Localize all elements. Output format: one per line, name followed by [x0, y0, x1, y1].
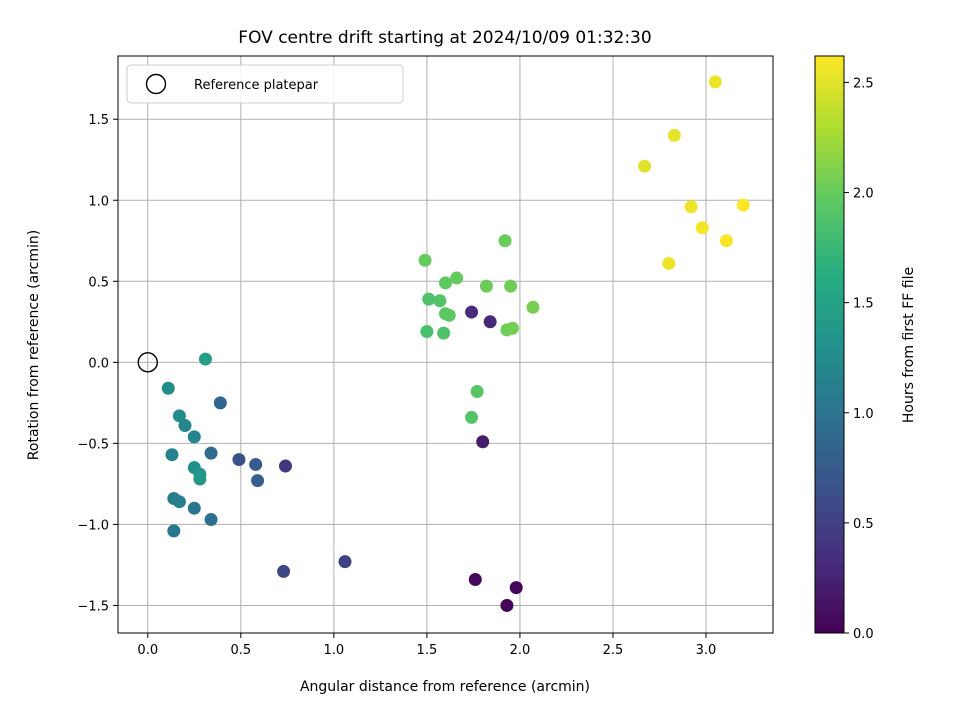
x-tick-label: 0.0: [137, 643, 158, 658]
scatter-point: [249, 457, 263, 471]
scatter-point: [509, 581, 523, 595]
scatter-point: [178, 419, 192, 433]
colorbar-tick-label: 1.5: [853, 297, 874, 312]
scatter-point: [684, 200, 698, 214]
x-tick-label: 2.0: [510, 643, 531, 658]
y-tick-label: −1.0: [77, 518, 109, 533]
y-tick-label: 0.0: [88, 356, 109, 371]
scatter-point: [198, 352, 212, 366]
scatter-point: [708, 75, 722, 89]
y-axis-ticks: −1.5 −1.0 −0.5 0.0 0.5 1.0 1.5: [77, 113, 118, 614]
scatter-point: [465, 305, 479, 319]
x-tick-label: 3.0: [696, 643, 717, 658]
grid-lines: [118, 56, 773, 633]
scatter-point: [468, 573, 482, 587]
chart-title: FOV centre drift starting at 2024/10/09 …: [238, 28, 651, 48]
scatter-point: [662, 256, 676, 270]
scatter-point: [251, 474, 265, 488]
scatter-point: [204, 446, 218, 460]
scatter-point: [498, 234, 512, 248]
x-tick-label: 1.0: [324, 643, 345, 658]
scatter-point: [433, 294, 447, 308]
scatter-point: [479, 279, 493, 293]
scatter-point: [161, 381, 175, 395]
data-points: [161, 75, 750, 612]
scatter-point: [736, 198, 750, 212]
scatter-point: [504, 279, 518, 293]
colorbar-tick-label: 0.0: [853, 627, 874, 642]
legend-reference-marker: [145, 73, 167, 95]
scatter-point: [695, 221, 709, 235]
x-tick-label: 1.5: [417, 643, 438, 658]
colorbar-tick-label: 2.0: [853, 187, 874, 202]
x-tick-label: 0.5: [230, 643, 251, 658]
scatter-point: [165, 448, 179, 462]
colorbar-label: Hours from first FF file: [901, 267, 917, 423]
scatter-point: [442, 308, 456, 322]
colorbar-ticks: 0.0 0.5 1.0 1.5 2.0 2.5: [844, 76, 874, 642]
scatter-point: [667, 128, 681, 142]
y-tick-label: 0.5: [88, 275, 109, 290]
y-tick-label: −0.5: [77, 437, 109, 452]
plot-frame: [117, 55, 774, 634]
colorbar: 0.0 0.5 1.0 1.5 2.0 2.5 Hours from first FF f…: [814, 55, 917, 642]
scatter-point: [418, 253, 432, 267]
scatter-point: [204, 513, 218, 527]
colorbar-tick-label: 2.5: [853, 76, 874, 91]
x-axis-label: Angular distance from reference (arcmin): [300, 679, 590, 695]
colorbar-gradient: [814, 55, 845, 634]
scatter-point: [172, 495, 186, 509]
y-tick-label: −1.5: [77, 599, 109, 614]
scatter-point: [420, 325, 434, 339]
scatter-point: [278, 459, 292, 473]
scatter-point: [439, 276, 452, 290]
x-tick-label: 2.5: [603, 643, 624, 658]
scatter-point: [232, 453, 246, 467]
x-axis-ticks: 0.0 0.5 1.0 1.5 2.0 2.5 3.0: [137, 633, 716, 658]
legend-box: [126, 64, 404, 104]
scatter-point: [277, 564, 291, 578]
y-axis-label: Rotation from reference (arcmin): [26, 230, 42, 460]
legend: Reference platepar: [126, 64, 404, 104]
reference-marker: [137, 352, 158, 373]
scatter-point: [450, 271, 464, 285]
colorbar-tick-label: 0.5: [853, 517, 874, 532]
scatter-point: [437, 326, 451, 340]
scatter-point: [167, 524, 181, 538]
scatter-point: [465, 410, 479, 424]
scatter-point: [500, 598, 514, 612]
y-tick-label: 1.0: [88, 194, 109, 209]
scatter-point: [172, 409, 186, 423]
scatter-point: [338, 555, 352, 569]
scatter-point: [213, 396, 227, 410]
scatter-point: [719, 234, 733, 248]
scatter-point: [483, 315, 497, 329]
scatter-point: [470, 385, 484, 399]
y-tick-label: 1.5: [88, 113, 109, 128]
scatter-point: [187, 430, 201, 444]
scatter-point: [505, 321, 519, 335]
scatter-point: [422, 292, 436, 306]
scatter-point: [526, 300, 540, 314]
scatter-point: [476, 435, 490, 449]
scatter-point: [193, 472, 207, 486]
colorbar-tick-label: 1.0: [853, 407, 874, 422]
scatter-point: [187, 501, 201, 515]
legend-label: Reference platepar: [194, 78, 319, 93]
scatter-point: [638, 159, 652, 173]
